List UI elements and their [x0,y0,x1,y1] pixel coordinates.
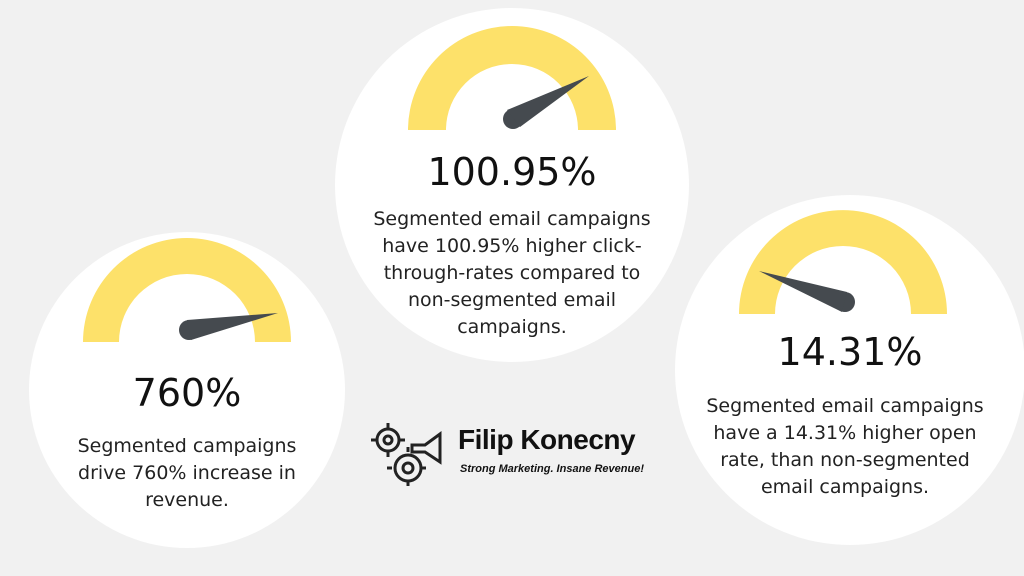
brand-tagline: Strong Marketing. Insane Revenue! [460,463,644,475]
gear [382,434,394,446]
logo-icon [371,423,442,486]
stat-value: 760% [132,371,242,415]
stat-circle [29,232,345,548]
stat-value: 14.31% [777,330,923,374]
gauge-arc [83,238,291,342]
gauge-needles [179,76,855,340]
stat-value: 100.95% [427,150,597,194]
needle [187,313,278,340]
brand-name: Filip Konecny [458,424,636,455]
stat-circle [335,8,689,362]
gear [375,427,401,453]
megaphone [410,431,442,465]
stat-description: Segmented email campaigns have 100.95% h… [373,208,651,338]
gear [401,461,415,475]
gauge-arc [408,26,616,130]
gear-teeth [371,423,426,486]
stat-description: Segmented campaigns drive 760% increase … [77,435,297,511]
gear [393,453,423,483]
stat-circle [675,195,1024,545]
needle [507,76,589,127]
stat-description: Segmented email campaigns have a 14.31% … [706,395,984,498]
needle [759,271,847,312]
gauge-arcs [83,26,947,342]
gauge-arc [739,210,947,314]
